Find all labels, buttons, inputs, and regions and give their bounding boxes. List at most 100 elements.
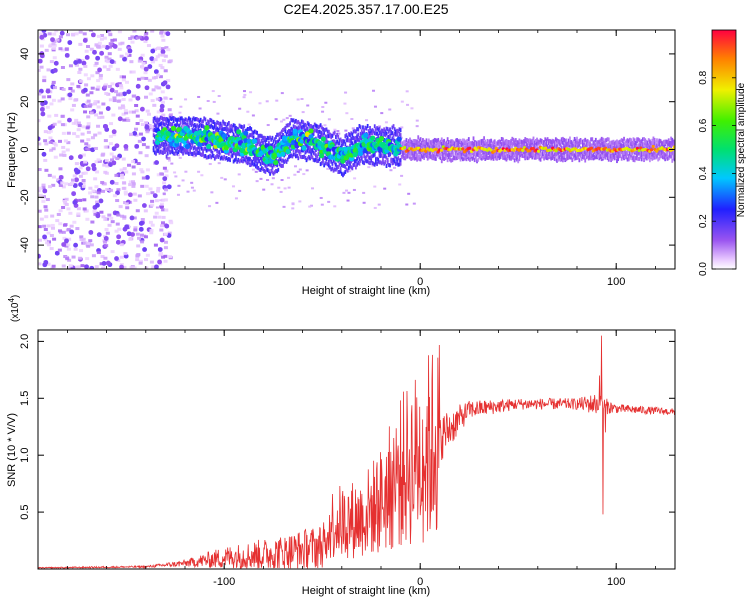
heatmap-cell	[116, 213, 121, 217]
heatmap-cell	[55, 38, 60, 42]
heatmap-cell	[379, 153, 382, 158]
heatmap-cell	[330, 133, 333, 138]
heatmap-cell	[547, 152, 550, 157]
heatmap-cell	[524, 156, 527, 161]
heatmap-cell	[604, 140, 607, 145]
heatmap-cell	[600, 136, 603, 141]
heatmap-cell	[443, 156, 446, 161]
heatmap-cell	[305, 143, 308, 148]
heatmap-cell	[42, 79, 47, 83]
heatmap-cell	[243, 124, 246, 129]
heatmap-cell	[406, 146, 409, 151]
heatmap-cell	[93, 212, 98, 216]
heatmap-cell	[158, 150, 161, 155]
heatmap-cell	[543, 144, 545, 149]
heatmap-cell	[347, 160, 350, 165]
heatmap-cell	[583, 155, 585, 160]
heatmap-cell	[351, 141, 354, 146]
heatmap-cell	[325, 161, 328, 166]
heatmap-cell	[78, 42, 83, 46]
heatmap-cell	[50, 37, 55, 43]
heatmap-cell	[526, 138, 529, 143]
heatmap-cell	[157, 247, 163, 252]
heatmap-cell	[57, 139, 62, 143]
heatmap-cell	[125, 117, 130, 121]
heatmap-cell	[645, 156, 648, 161]
heatmap-cell	[523, 142, 525, 147]
heatmap-cell	[58, 222, 63, 226]
heatmap-cell	[275, 99, 279, 102]
heatmap-cell	[473, 152, 476, 157]
heatmap-cell	[364, 155, 367, 160]
heatmap-cell	[246, 126, 249, 131]
heatmap-cell	[325, 127, 328, 132]
heatmap-cell	[346, 135, 349, 140]
heatmap-cell	[144, 258, 149, 262]
heatmap-cell	[333, 160, 336, 165]
heatmap-cell	[184, 98, 188, 101]
heatmap-cell	[491, 142, 494, 147]
heatmap-cell	[98, 198, 104, 204]
heatmap-cell	[196, 151, 199, 156]
heatmap-cell	[577, 141, 580, 146]
heatmap-cell	[338, 162, 341, 167]
heatmap-cell	[288, 152, 292, 155]
heatmap-cell	[218, 153, 221, 158]
heatmap-cell	[427, 138, 430, 143]
heatmap-cell	[95, 55, 101, 61]
heatmap-cell	[78, 198, 83, 202]
heatmap-cell	[125, 52, 130, 56]
heatmap-cell	[61, 87, 66, 91]
heatmap-cell	[211, 119, 214, 124]
heatmap-cell	[335, 134, 337, 139]
heatmap-cell	[581, 139, 584, 144]
heatmap-cell	[240, 158, 243, 163]
heatmap-cell	[426, 156, 429, 161]
heatmap-cell	[589, 141, 591, 146]
heatmap-cell	[90, 32, 96, 38]
heatmap-cell	[154, 160, 159, 165]
heatmap-cell	[450, 158, 453, 163]
heatmap-cell	[115, 67, 120, 71]
heatmap-cell	[179, 120, 182, 125]
heatmap-cell	[183, 122, 186, 127]
heatmap-cell	[298, 151, 301, 156]
heatmap-cell	[79, 249, 84, 253]
heatmap-cell	[607, 149, 610, 154]
heatmap-cell	[336, 164, 338, 169]
heatmap-cell	[663, 139, 665, 144]
heatmap-cell	[497, 140, 500, 145]
heatmap-cell	[203, 116, 206, 121]
heatmap-cell	[135, 253, 140, 257]
heatmap-cell	[112, 96, 117, 100]
heatmap-cell	[670, 136, 672, 141]
heatmap-cell	[316, 154, 319, 159]
heatmap-cell	[160, 116, 163, 121]
heatmap-cell	[493, 139, 496, 144]
heatmap-cell	[47, 95, 52, 99]
heatmap-cell	[153, 123, 156, 128]
heatmap-cell	[539, 148, 542, 153]
heatmap-cell	[405, 90, 409, 93]
heatmap-cell	[251, 133, 254, 138]
heatmap-cell	[505, 152, 508, 157]
heatmap-cell	[223, 178, 227, 181]
heatmap-cell	[570, 143, 573, 148]
heatmap-cell	[154, 115, 159, 119]
heatmap-cell	[41, 183, 46, 187]
heatmap-cell	[78, 67, 83, 71]
heatmap-cell	[262, 160, 264, 165]
heatmap-cell	[527, 151, 530, 156]
heatmap-cell	[182, 121, 184, 126]
heatmap-cell	[407, 153, 410, 158]
heatmap-cell	[118, 84, 123, 88]
heatmap-cell	[215, 155, 217, 160]
heatmap-cell	[298, 200, 302, 203]
heatmap-cell	[60, 65, 65, 69]
heatmap-cell	[70, 32, 75, 36]
heatmap-cell	[336, 139, 338, 144]
heatmap-cell	[445, 151, 448, 156]
heatmap-cell	[498, 139, 501, 144]
heatmap-cell	[155, 144, 157, 149]
heatmap-cell	[106, 60, 111, 64]
